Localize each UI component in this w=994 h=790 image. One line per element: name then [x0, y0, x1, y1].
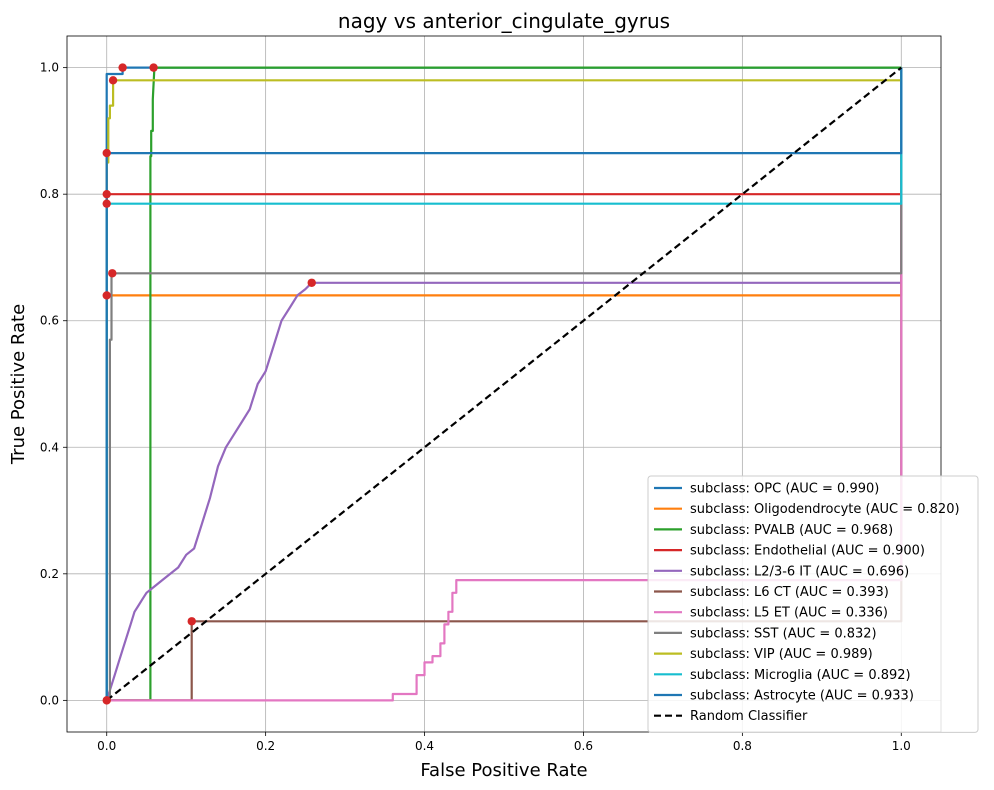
x-tick-label: 0.2 — [256, 739, 275, 753]
chart-title: nagy vs anterior_cingulate_gyrus — [338, 9, 670, 33]
y-tick-label: 0.4 — [40, 440, 59, 454]
legend-label: subclass: VIP (AUC = 0.989) — [690, 647, 873, 662]
legend-label: subclass: L6 CT (AUC = 0.393) — [690, 585, 889, 600]
series-line — [106, 66, 902, 702]
legend-label: subclass: PVALB (AUC = 0.968) — [690, 523, 893, 538]
legend-box — [647, 475, 979, 733]
plot-frame — [66, 35, 942, 733]
y-tick-label: 0.0 — [40, 693, 59, 707]
x-tick-label: 0.0 — [97, 739, 116, 753]
x-tick-label: 0.8 — [733, 739, 752, 753]
threshold-marker — [102, 199, 111, 208]
y-axis-label: True Positive Rate — [8, 304, 29, 465]
threshold-marker — [102, 148, 111, 158]
legend-label: Random Classifier — [690, 709, 808, 724]
legend-label: subclass: Endothelial (AUC = 0.900) — [690, 544, 925, 559]
threshold-marker — [307, 278, 316, 287]
legend-label: subclass: L2/3-6 IT (AUC = 0.696) — [690, 564, 909, 579]
threshold-marker — [108, 269, 117, 278]
series-line — [106, 66, 902, 702]
series-line — [106, 67, 903, 702]
threshold-marker — [108, 76, 118, 85]
legend-label: subclass: Astrocyte (AUC = 0.933) — [690, 689, 914, 704]
series-line — [105, 67, 903, 701]
threshold-markers — [102, 63, 316, 705]
y-tick-label: 0.2 — [40, 567, 59, 581]
y-tick-label: 0.8 — [40, 187, 59, 201]
threshold-marker — [102, 291, 111, 300]
legend-label: subclass: Oligodendrocyte (AUC = 0.820) — [690, 502, 960, 517]
threshold-marker — [187, 617, 196, 626]
axes: 0.0 0.2 0.4 0.6 0.8 1.0 0.0 0.2 0.4 0.6 0.8 1.0 — [40, 35, 942, 753]
y-tick-label: 1.0 — [40, 61, 59, 75]
legend-label: subclass: SST (AUC = 0.832) — [690, 626, 877, 641]
threshold-marker — [102, 189, 111, 199]
legend-label: subclass: OPC (AUC = 0.990) — [690, 482, 879, 497]
legend-label: subclass: L5 ET (AUC = 0.336) — [690, 606, 888, 621]
legend-label: subclass: Microglia (AUC = 0.892) — [690, 668, 911, 683]
x-tick-label: 1.0 — [892, 739, 911, 753]
series-line — [105, 67, 903, 701]
legend: subclass: OPC (AUC = 0.990) subclass: Oli… — [647, 475, 979, 733]
x-axis-label: False Positive Rate — [420, 760, 587, 781]
threshold-marker — [118, 63, 127, 72]
y-tick-label: 0.6 — [40, 314, 59, 328]
x-tick-label: 0.6 — [574, 739, 593, 753]
threshold-marker — [149, 63, 158, 72]
threshold-marker — [102, 696, 111, 705]
x-tick-label: 0.4 — [415, 739, 434, 753]
